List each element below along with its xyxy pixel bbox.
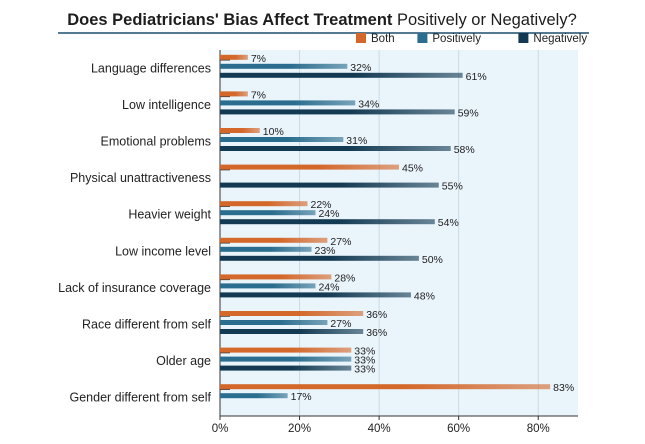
- data-label-both: 33%: [354, 346, 375, 358]
- category-label: Physical unattractiveness: [70, 171, 211, 185]
- chart-title-regular: Positively or Negatively?: [397, 11, 577, 29]
- category-label: Low income level: [115, 244, 211, 258]
- category-label: Race different from self: [82, 318, 212, 332]
- bar-negatively: [220, 146, 451, 151]
- bar-positively: [220, 100, 356, 106]
- data-label-negatively: 50%: [422, 254, 443, 266]
- bar-positively: [220, 246, 312, 252]
- legend-swatch-negatively: [518, 33, 529, 43]
- data-label-both: 27%: [330, 236, 351, 248]
- x-tick-label: 80%: [527, 423, 550, 435]
- data-label-both: 10%: [263, 126, 284, 138]
- data-label-negatively: 54%: [438, 217, 459, 229]
- data-label-negatively: 58%: [454, 144, 475, 156]
- bar-both: [220, 201, 308, 207]
- data-label-both: 7%: [251, 89, 266, 101]
- data-label-both: 28%: [334, 272, 355, 284]
- data-label-negatively: 48%: [414, 290, 435, 302]
- legend-swatch-both: [356, 33, 366, 43]
- category-label: Low intelligence: [122, 98, 211, 112]
- x-tick-label: 20%: [288, 423, 311, 435]
- bar-both: [220, 237, 328, 243]
- bar-negatively: [220, 182, 439, 188]
- bar-negatively: [220, 219, 435, 225]
- bar-positively: [220, 63, 348, 69]
- bar-both: [220, 54, 248, 60]
- bar-negatively: [220, 255, 419, 261]
- bar-both: [220, 384, 551, 390]
- data-label-both: 83%: [553, 382, 574, 394]
- data-label-both: 36%: [366, 309, 387, 321]
- data-label-negatively: 55%: [442, 181, 463, 193]
- bar-both: [220, 347, 352, 353]
- x-tick-label: 40%: [368, 423, 391, 435]
- bar-both: [220, 164, 399, 170]
- bar-both: [220, 91, 248, 97]
- data-label-both: 22%: [311, 199, 332, 211]
- data-label-negatively: 36%: [366, 327, 387, 339]
- bar-positively: [220, 137, 344, 142]
- data-label-negatively: 33%: [354, 364, 375, 376]
- data-label-positively: 34%: [358, 98, 379, 110]
- data-label-negatively: 59%: [458, 107, 479, 119]
- bar-both: [220, 311, 364, 316]
- category-label: Gender different from self: [69, 391, 211, 405]
- data-label-positively: 27%: [330, 318, 351, 330]
- category-label: Language differences: [91, 61, 211, 75]
- legend-label-both: Both: [371, 33, 395, 45]
- chart-title: Does Pediatricians' Bias Affect Treatmen…: [67, 11, 577, 29]
- category-label: Heavier weight: [128, 208, 211, 222]
- data-label-positively: 32%: [350, 62, 371, 74]
- category-label: Older age: [156, 354, 211, 368]
- bar-negatively: [220, 72, 463, 78]
- data-label-positively: 31%: [346, 135, 367, 147]
- bar-negatively: [220, 109, 455, 115]
- data-label-negatively: 61%: [466, 71, 487, 83]
- data-label-positively: 33%: [354, 355, 375, 367]
- bar-negatively: [220, 365, 352, 371]
- legend-label-positively: Positively: [432, 33, 481, 45]
- data-label-both: 7%: [251, 53, 266, 65]
- bar-positively: [220, 356, 352, 362]
- category-label: Lack of insurance coverage: [58, 281, 211, 295]
- bar-both: [220, 128, 260, 133]
- bar-positively: [220, 210, 316, 216]
- data-label-both: 45%: [402, 163, 423, 175]
- data-label-positively: 24%: [318, 208, 339, 220]
- bar-positively: [220, 320, 328, 325]
- data-label-positively: 24%: [318, 281, 339, 293]
- bar-negatively: [220, 329, 364, 334]
- chart-title-bold: Does Pediatricians' Bias Affect Treatmen…: [67, 11, 397, 29]
- legend-swatch-positively: [417, 33, 428, 43]
- x-tick-label: 0%: [212, 423, 229, 435]
- bar-positively: [220, 393, 288, 399]
- bar-both: [220, 274, 332, 280]
- x-tick-label: 60%: [447, 423, 470, 435]
- bar-positively: [220, 283, 316, 289]
- data-label-positively: 17%: [291, 391, 312, 403]
- legend-label-negatively: Negatively: [533, 33, 587, 45]
- data-label-positively: 23%: [314, 245, 335, 257]
- bar-negatively: [220, 292, 411, 298]
- category-label: Emotional problems: [101, 135, 211, 149]
